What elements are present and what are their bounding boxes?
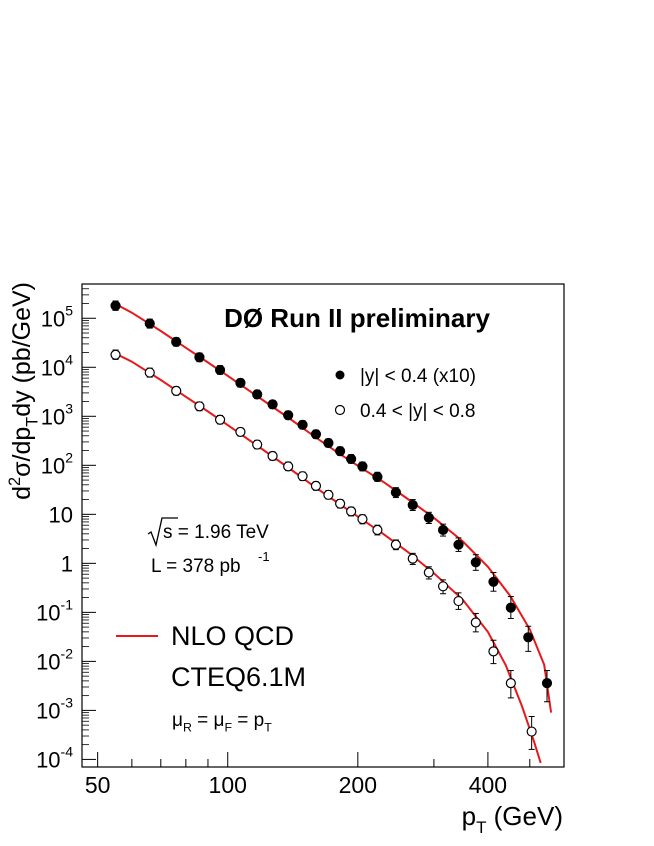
- data-point-open: [372, 524, 383, 536]
- data-point-filled: [541, 678, 553, 689]
- legend-marker-open: [334, 404, 346, 416]
- y-tick-label: 102: [41, 449, 73, 478]
- sqrt-symbol: [147, 517, 178, 548]
- axis-ticks: [82, 283, 531, 767]
- y-tick-label: 10-1: [36, 596, 73, 625]
- data-point-open: [310, 480, 322, 492]
- data-points: [110, 300, 553, 750]
- luminosity-exponent: -1: [258, 549, 270, 564]
- data-point-filled: [437, 524, 449, 536]
- series-central-rapidity: [110, 300, 553, 703]
- y-tick-label: 1: [61, 551, 73, 576]
- data-point-filled: [297, 419, 308, 430]
- data-point-open: [423, 567, 434, 578]
- y-tick-label: 10-3: [36, 694, 73, 723]
- x-tick-label: 100: [209, 772, 247, 798]
- data-point-filled: [171, 336, 182, 347]
- data-point-open: [526, 726, 537, 737]
- data-point-open: [453, 595, 464, 607]
- y-tick-label: 10: [49, 502, 73, 527]
- legend-label-central: |y| < 0.4 (x10): [360, 366, 476, 387]
- data-point-filled: [194, 352, 205, 363]
- legend-label-nlo-qcd: NLO QCD: [171, 621, 294, 651]
- data-point-filled: [235, 377, 246, 389]
- y-axis-title: d2σ/dpTdy (pb/GeV): [6, 282, 42, 500]
- data-point-open: [505, 678, 516, 689]
- data-point-filled: [453, 539, 464, 550]
- data-point-open: [297, 471, 308, 482]
- x-axis-tick-labels: 50 100 200 400: [85, 772, 507, 798]
- sqrt-s-annotation: s = 1.96 TeV: [147, 517, 269, 548]
- chart-title: DØ Run II preliminary: [224, 303, 490, 333]
- legend-marker-filled: [335, 370, 345, 380]
- x-axis-title: pT (GeV): [462, 801, 563, 837]
- data-point-open: [335, 498, 346, 509]
- data-point-open: [470, 617, 481, 628]
- data-point-open: [357, 513, 368, 525]
- data-point-filled: [252, 389, 263, 400]
- data-point-filled: [283, 410, 294, 421]
- y-axis-tick-labels: 10-4 10-3 10-2 10-1 1 10 102 103 104 105: [36, 302, 73, 772]
- data-point-filled: [214, 364, 226, 376]
- luminosity-label: L = 378 pb: [151, 556, 241, 577]
- data-point-filled: [144, 318, 155, 329]
- data-point-open: [283, 461, 294, 472]
- data-point-filled: [488, 576, 499, 587]
- data-point-open: [390, 539, 402, 550]
- data-point-open: [194, 401, 205, 412]
- data-point-filled: [323, 437, 334, 449]
- data-point-filled: [346, 453, 357, 465]
- legend: |y| < 0.4 (x10) 0.4 < |y| < 0.8 NLO QCD: [116, 366, 476, 651]
- data-point-filled: [372, 471, 383, 483]
- y-tick-label: 10-2: [36, 645, 73, 674]
- data-point-filled: [310, 429, 322, 440]
- data-point-filled: [267, 399, 278, 410]
- data-point-filled: [407, 499, 418, 511]
- data-point-filled: [335, 445, 346, 457]
- data-point-filled: [523, 632, 534, 643]
- x-tick-label: 200: [339, 772, 377, 798]
- data-point-open: [110, 349, 121, 360]
- data-point-open: [407, 553, 418, 564]
- data-point-open: [144, 367, 155, 378]
- pdf-label: CTEQ6.1M: [171, 662, 306, 692]
- data-point-open: [171, 385, 182, 396]
- data-point-filled: [505, 602, 516, 613]
- y-tick-label: 104: [41, 351, 73, 380]
- data-point-open: [323, 489, 334, 500]
- y-tick-label: 10-4: [36, 743, 73, 772]
- sqrt-s-label: s = 1.96 TeV: [163, 522, 269, 543]
- data-point-filled: [423, 512, 434, 523]
- legend-label-forward: 0.4 < |y| < 0.8: [360, 401, 476, 422]
- data-point-filled: [470, 557, 481, 568]
- scale-label: μR = μF = pT: [172, 710, 272, 735]
- data-point-open: [437, 581, 449, 592]
- x-tick-label: 50: [85, 772, 111, 798]
- data-point-open: [346, 506, 357, 517]
- data-point-open: [214, 414, 226, 425]
- luminosity-annotation: L = 378 pb -1: [151, 549, 270, 577]
- data-point-filled: [390, 487, 402, 498]
- x-tick-label: 400: [469, 772, 507, 798]
- data-point-open: [488, 646, 499, 657]
- y-tick-label: 105: [41, 302, 73, 331]
- data-point-filled: [110, 300, 121, 311]
- data-point-open: [267, 450, 278, 462]
- data-point-open: [252, 439, 263, 450]
- data-point-open: [235, 426, 246, 438]
- y-tick-label: 103: [41, 400, 73, 429]
- series-forward-rapidity: [110, 349, 537, 750]
- data-point-filled: [357, 461, 368, 472]
